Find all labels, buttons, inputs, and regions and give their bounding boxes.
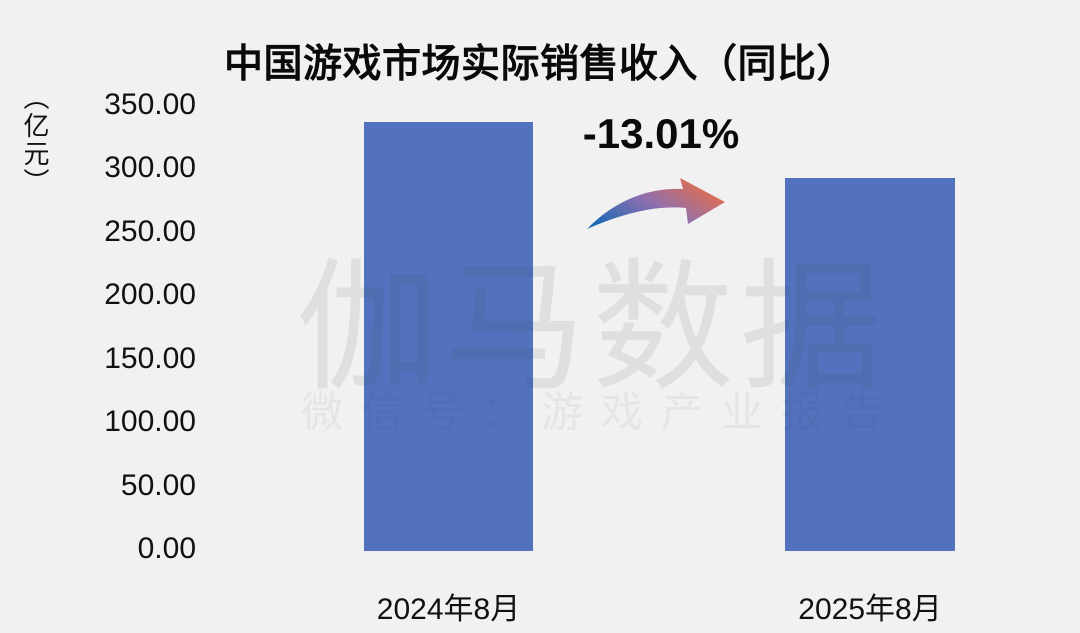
y-tick-label: 100.00: [104, 405, 196, 439]
chart-title: 中国游戏市场实际销售收入（同比）: [223, 43, 856, 86]
x-axis-label-2025-08: 2025年8月: [798, 593, 942, 626]
y-axis-tick-labels: 350.00 300.00 250.00 200.00 150.00 100.0…: [40, 90, 196, 564]
y-tick-label: 150.00: [104, 341, 196, 375]
y-tick-label: 250.00: [104, 214, 196, 248]
bar-2024-08: [364, 122, 533, 551]
y-tick-label: 350.00: [104, 88, 196, 121]
y-tick-label: 0.00: [137, 531, 196, 565]
y-tick-label: 300.00: [104, 151, 196, 185]
yoy-change-label: -13.01%: [582, 110, 740, 157]
y-tick-label: 200.00: [104, 278, 196, 312]
y-tick-label: 50.00: [120, 468, 196, 502]
bar-2025-08: [785, 178, 955, 551]
y-axis-unit-label: （亿元）: [20, 84, 50, 196]
trend-arrow-icon: [587, 178, 725, 229]
x-axis-label-2024-08: 2024年8月: [376, 593, 521, 626]
